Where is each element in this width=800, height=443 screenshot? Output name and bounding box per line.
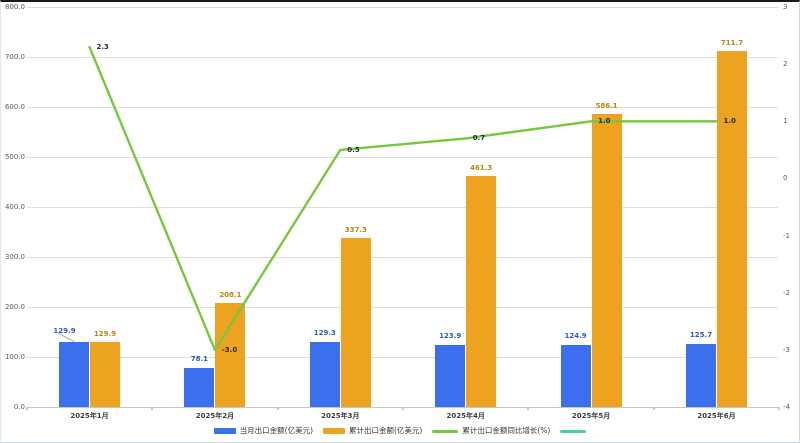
y-axis-right-tick-label: 3 <box>783 3 788 11</box>
y-axis-left-tick-label: 700.0 <box>4 53 25 61</box>
bar-value-label-cumulative: 461.3 <box>470 164 493 173</box>
line-value-label: 1.0 <box>598 117 611 126</box>
y-axis-left-tick-label: 500.0 <box>4 153 25 161</box>
legend-bar-swatch-icon <box>323 428 345 434</box>
gridline <box>27 257 778 258</box>
y-axis-left-tick-label: 100.0 <box>4 353 25 361</box>
bar-value-label-current-month: 129.3 <box>313 329 336 338</box>
bar-value-label-cumulative: 711.7 <box>720 39 744 48</box>
y-axis-right-tick-label: 0 <box>783 174 788 183</box>
y-axis-left-tick-label: 0.0 <box>13 403 25 411</box>
bar-current-month-export[interactable] <box>309 342 340 407</box>
growth-rate-line[interactable] <box>88 45 718 352</box>
bar-value-label-current-month: 125.7 <box>689 331 713 340</box>
legend-line-swatch-icon <box>560 429 587 433</box>
y-axis-left-tick-label: 300.0 <box>4 253 25 261</box>
x-axis-tick <box>151 407 154 410</box>
bar-cumulative-export[interactable] <box>90 342 120 407</box>
legend-item-4[interactable] <box>560 429 587 433</box>
x-axis-label: 2025年3月 <box>321 412 360 420</box>
y-axis-right-tick-label: 2 <box>783 60 788 69</box>
x-axis-label: 2025年2月 <box>195 412 235 420</box>
bar-value-label-current-month: 129.9 <box>53 327 76 336</box>
gridline <box>27 357 778 358</box>
x-axis-label: 2025年4月 <box>446 412 485 420</box>
gridline <box>27 57 778 58</box>
y-axis-right-tick-label: 1 <box>783 117 788 126</box>
bar-current-month-export[interactable] <box>435 345 466 407</box>
bar-value-label-cumulative: 337.3 <box>344 226 367 235</box>
bar-value-label-cumulative: 129.9 <box>93 330 117 339</box>
bar-value-label-cumulative: 586.1 <box>595 101 618 110</box>
bar-cumulative-export[interactable] <box>717 51 747 407</box>
bar-value-label-current-month: 123.9 <box>439 332 462 341</box>
legend-label: 当月出口金额(亿美元) <box>239 426 313 435</box>
y-axis-left-tick-label: 200.0 <box>4 303 25 311</box>
x-axis-tick <box>402 407 404 410</box>
bar-value-label-current-month: 78.1 <box>190 354 209 363</box>
y-axis-left-tick-label: 400.0 <box>4 203 25 211</box>
legend: 当月出口金额(亿美元) 累计出口金额(亿美元) 累计出口金额同比增长(%) <box>1 425 799 437</box>
line-value-label: 1.0 <box>723 117 736 126</box>
gridline <box>27 7 778 8</box>
legend-item-2[interactable]: 累计出口金额(亿美元) <box>323 426 422 436</box>
x-axis-label: 2025年1月 <box>70 412 109 420</box>
y-axis-right-tick-label: -1 <box>783 231 790 240</box>
legend-label: 累计出口金额(亿美元) <box>349 426 423 435</box>
y-axis-right-tick-label: -3 <box>783 345 790 354</box>
line-value-label: 2.3 <box>96 43 109 51</box>
gridline <box>27 107 778 108</box>
y-axis-left-tick-label: 600.0 <box>4 103 25 111</box>
bar-cumulative-export[interactable] <box>466 176 497 407</box>
x-axis-tick <box>25 407 28 410</box>
bar-current-month-export[interactable] <box>686 344 716 407</box>
x-axis-label: 2025年5月 <box>571 412 611 420</box>
legend-label: 累计出口金额同比增长(%) <box>462 426 551 435</box>
legend-item-1[interactable]: 当月出口金额(亿美元) <box>213 426 313 436</box>
x-axis-tick <box>276 407 279 410</box>
y-axis-left-tick-label: 800.0 <box>4 3 25 11</box>
bar-value-label-cumulative: 208.1 <box>219 290 242 299</box>
bar-cumulative-export[interactable] <box>591 113 622 407</box>
x-axis-tick <box>652 407 655 410</box>
line-value-label: 0.7 <box>472 134 486 143</box>
legend-bar-swatch-icon <box>213 428 236 434</box>
bar-value-label-current-month: 124.9 <box>564 331 587 340</box>
bar-current-month-export[interactable] <box>59 342 89 407</box>
y-axis-right-tick-label: -4 <box>783 403 790 411</box>
legend-line-swatch-icon <box>432 429 459 433</box>
line-value-label: -3.0 <box>221 345 238 354</box>
bar-cumulative-export[interactable] <box>340 238 371 407</box>
bar-current-month-export[interactable] <box>184 367 215 407</box>
x-axis-tick <box>778 407 781 410</box>
gridline <box>27 307 778 308</box>
gridline <box>27 157 778 158</box>
x-axis-tick <box>527 407 530 410</box>
legend-item-3[interactable]: 累计出口金额同比增长(%) <box>432 426 550 436</box>
x-axis-label: 2025年6月 <box>697 412 736 420</box>
line-value-label: 0.5 <box>347 145 360 154</box>
y-axis-right-tick-label: -2 <box>783 288 790 297</box>
bar-cumulative-export[interactable] <box>215 302 246 407</box>
bar-current-month-export[interactable] <box>560 344 591 407</box>
gridline <box>27 207 778 208</box>
